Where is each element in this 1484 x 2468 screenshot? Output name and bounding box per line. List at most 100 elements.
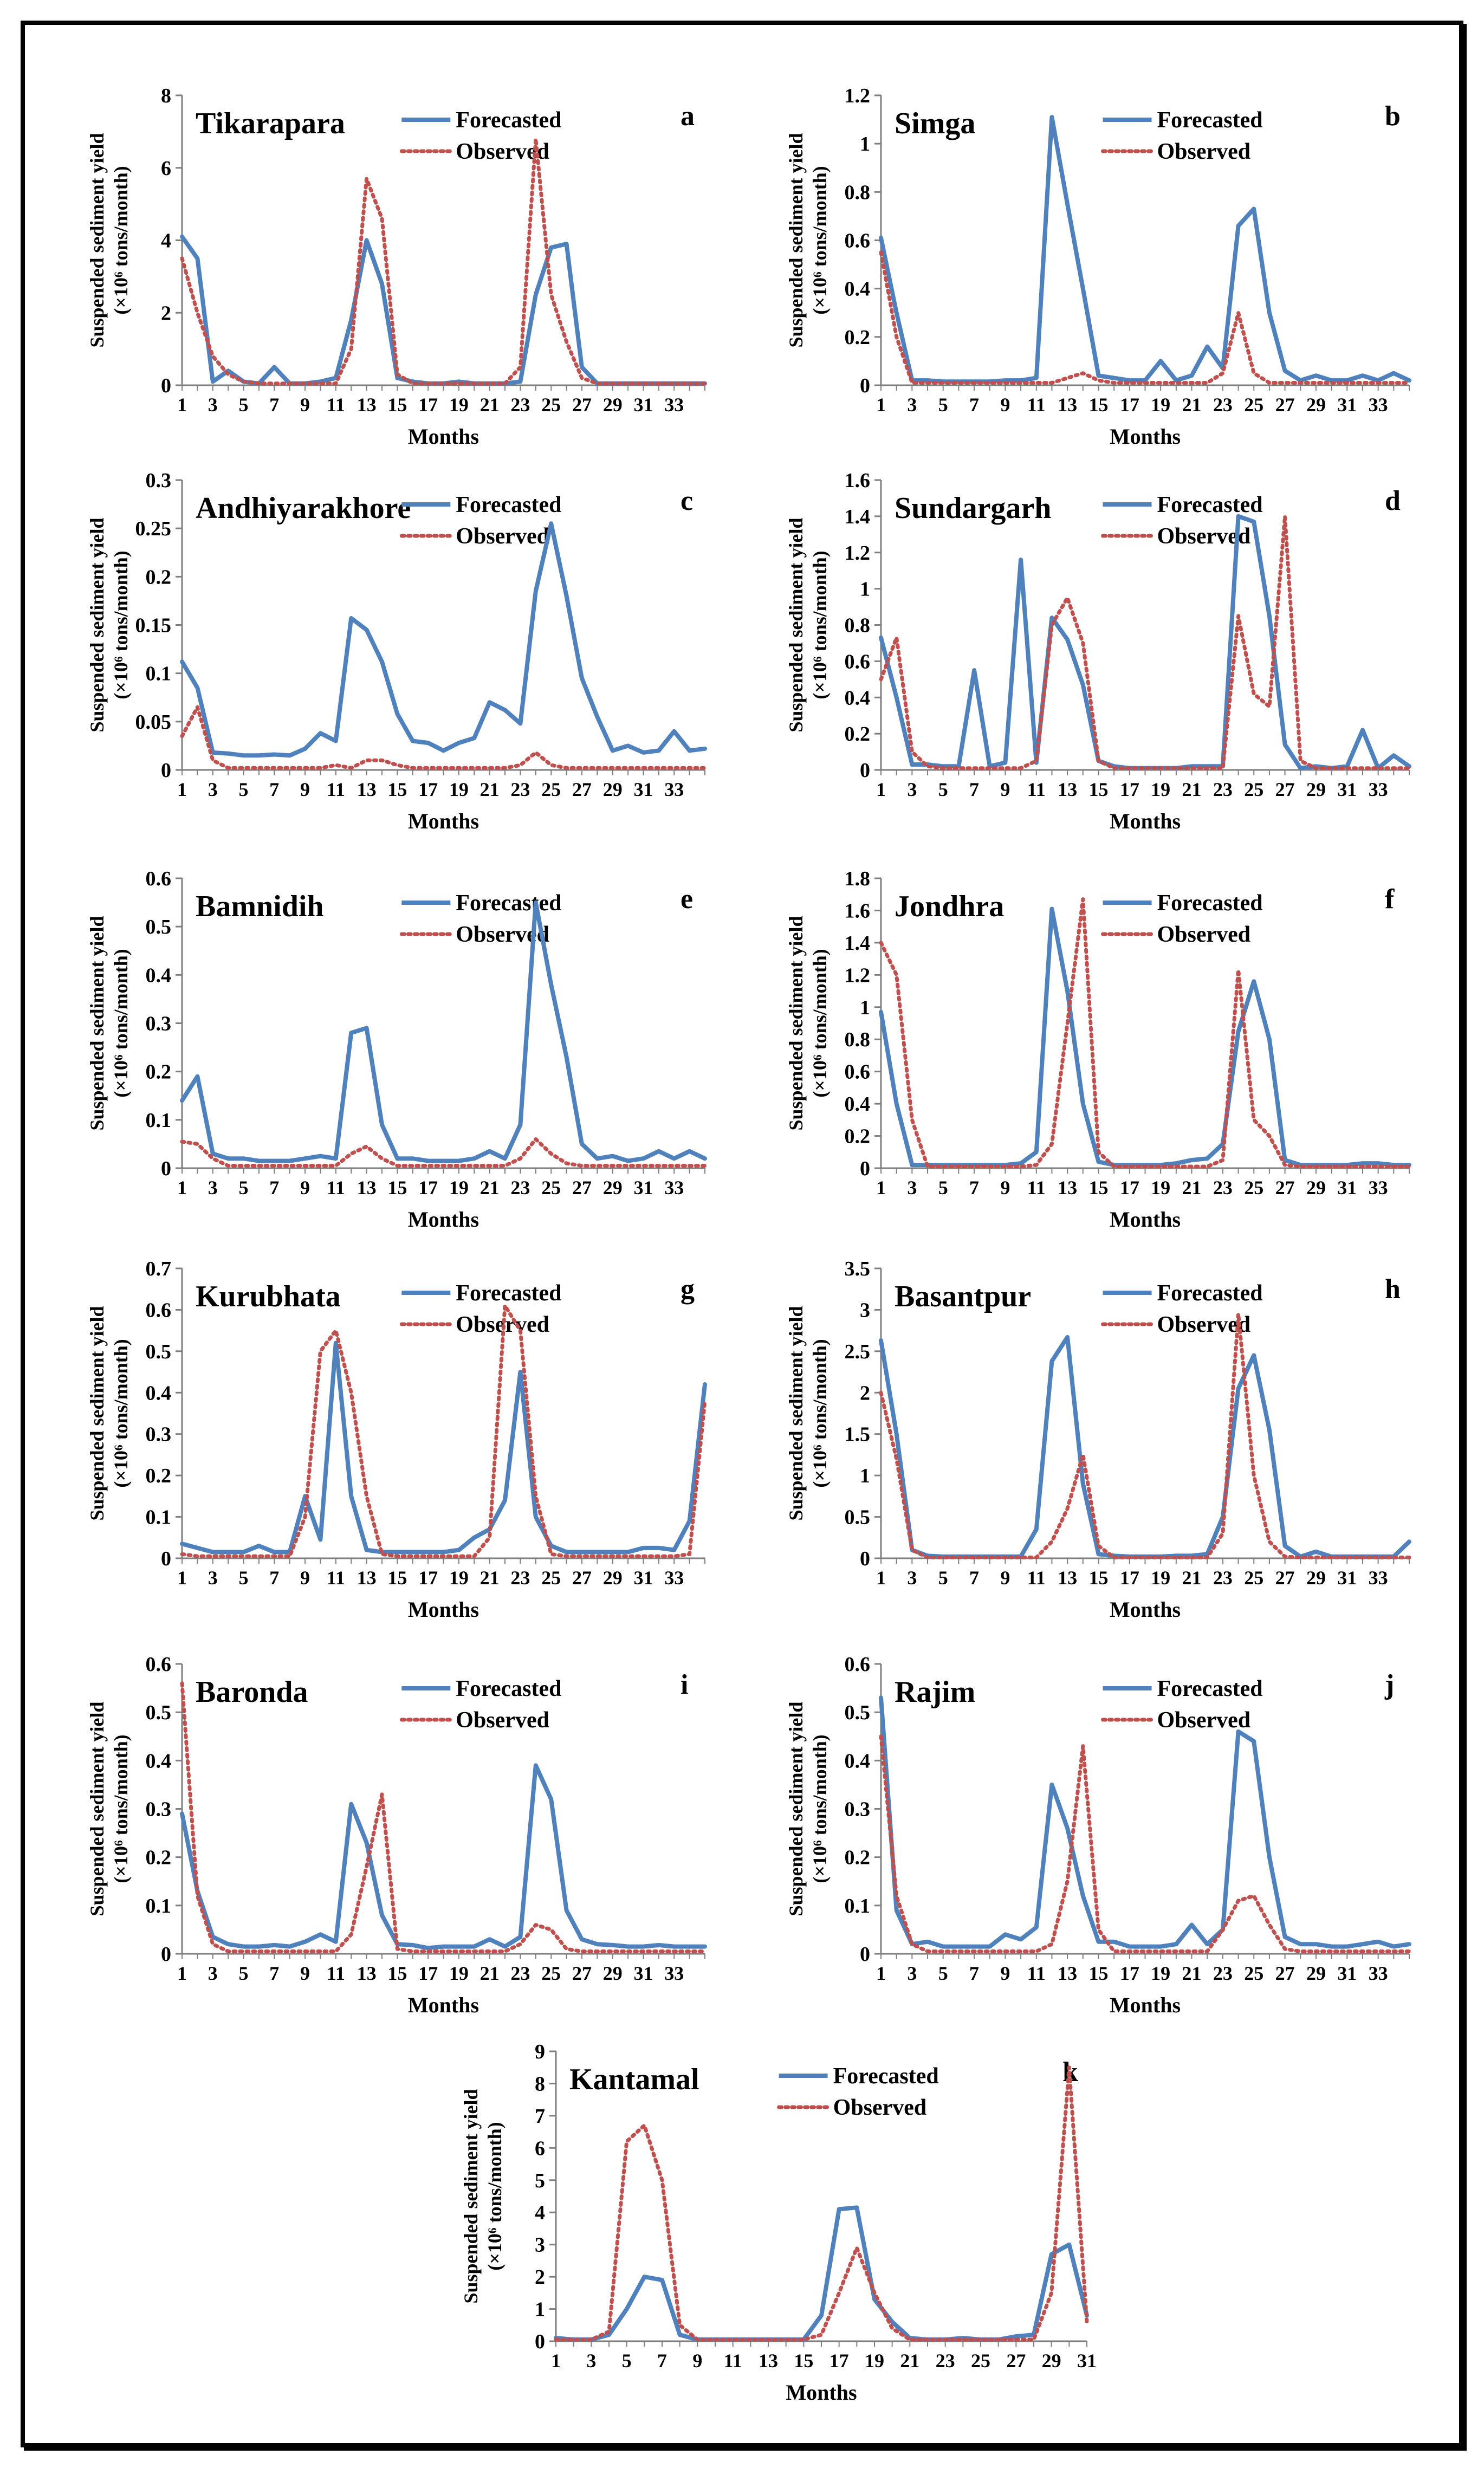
x-tick-label: 19 — [1151, 1962, 1170, 1984]
x-tick-label: 19 — [449, 1962, 469, 1984]
x-tick-label: 31 — [1077, 2350, 1097, 2372]
y-tick-label: 1 — [860, 996, 870, 1019]
y-tick-label: 9 — [535, 2041, 545, 2063]
chart-title: Simga — [895, 107, 975, 140]
x-tick-label: 5 — [938, 394, 948, 416]
chart-title: Sundargarh — [895, 491, 1051, 525]
y-axis-label-line1: Suspended sediment yield — [86, 916, 108, 1130]
y-tick-label: 0.3 — [146, 1013, 172, 1035]
x-tick-label: 19 — [1151, 779, 1170, 800]
chart-panel-e: 00.10.20.30.40.50.61 3 5 7 9 11 13 15 17 19 21 23 25… — [86, 867, 707, 1232]
x-tick-label: 7 — [269, 394, 279, 416]
x-tick-label: 27 — [1275, 1177, 1295, 1199]
x-tick-label: 11 — [724, 2350, 742, 2372]
legend-observed-label: Observed — [1157, 1312, 1251, 1337]
x-tick-label: 25 — [541, 1567, 561, 1589]
x-tick-label: 9 — [1000, 394, 1010, 416]
legend-forecasted-label: Forecasted — [1157, 108, 1263, 133]
x-tick-label: 3 — [208, 1962, 218, 1984]
x-tick-label: 5 — [938, 1962, 948, 1984]
chart-panel-j: 00.10.20.30.40.50.61 3 5 7 9 11 13 15 17 19 21 23 25… — [785, 1653, 1411, 2017]
y-tick-label: 0.7 — [146, 1258, 172, 1280]
x-tick-label: 11 — [1027, 1962, 1046, 1984]
x-tick-label: 15 — [1088, 394, 1108, 416]
y-axis-label-line2: (×10⁶ tons/month) — [809, 1734, 831, 1883]
y-tick-label: 1 — [860, 578, 870, 601]
x-tick-label: 17 — [830, 2350, 849, 2372]
x-tick-label: 11 — [327, 1567, 345, 1589]
x-tick-label: 5 — [938, 1567, 948, 1589]
x-tick-label: 19 — [1151, 394, 1170, 416]
x-tick-label: 9 — [300, 1567, 310, 1589]
x-tick-label: 21 — [480, 394, 500, 416]
x-tick-label: 1 — [551, 2350, 561, 2372]
x-tick-label: 7 — [969, 1177, 979, 1199]
x-tick-label: 25 — [1244, 779, 1263, 800]
y-tick-label: 0 — [161, 1157, 171, 1180]
x-tick-label: 19 — [449, 1177, 469, 1199]
y-tick-label: 1.2 — [845, 85, 871, 107]
x-tick-label: 11 — [1027, 779, 1046, 800]
x-tick-label: 29 — [1306, 394, 1326, 416]
x-tick-label: 33 — [1369, 1962, 1388, 1984]
x-tick-label: 27 — [572, 779, 592, 800]
x-axis-label: Months — [1110, 1597, 1181, 1622]
panel-letter: j — [1384, 1669, 1394, 1700]
y-axis-label-line1: Suspended sediment yield — [86, 1701, 108, 1916]
figure-frame: 0 2 4 6 8 1 3 5 7 9 11 13 15 17 19 21 23 25 27 29 31 33 Months… — [21, 21, 1463, 2447]
series-observed-line — [879, 250, 1411, 385]
y-tick-label: 0.1 — [146, 1109, 172, 1132]
y-axis-label: Suspended sediment yield (×10⁶ tons/month… — [785, 1701, 831, 1916]
x-tick-label: 31 — [1337, 1177, 1357, 1199]
x-tick-label: 27 — [1275, 1567, 1295, 1589]
x-tick-label: 3 — [208, 779, 218, 800]
y-tick-label: 4 — [535, 2201, 545, 2224]
x-tick-label: 27 — [1275, 1962, 1295, 1984]
y-tick-label: 0.2 — [845, 1125, 871, 1148]
legend-forecasted-label: Forecasted — [456, 108, 561, 133]
chart-panel-i: 00.10.20.30.40.50.61 3 5 7 9 11 13 15 17 19 21 23 25… — [86, 1653, 707, 2017]
x-tick-label: 3 — [208, 1567, 218, 1589]
y-axis-label: Suspended sediment yield (×10⁶ tons/month… — [86, 1701, 132, 1916]
x-tick-label: 21 — [900, 2350, 919, 2372]
panel-letter: h — [1385, 1274, 1401, 1305]
legend-forecasted-label: Forecasted — [456, 891, 561, 916]
x-tick-label: 15 — [794, 2350, 813, 2372]
x-tick-label: 11 — [327, 779, 345, 800]
y-axis-label-line2: (×10⁶ tons/month) — [809, 550, 831, 699]
x-tick-label: 25 — [1244, 1567, 1263, 1589]
y-tick-label: 1.6 — [845, 899, 871, 922]
y-tick-label: 0.5 — [845, 1506, 871, 1529]
chart-title: Bamnidih — [196, 890, 324, 923]
x-tick-label: 3 — [208, 394, 218, 416]
y-axis-label: Suspended sediment yield (×10⁶ tons/month… — [785, 517, 831, 732]
panel-letter: b — [1385, 101, 1401, 132]
x-tick-label: 3 — [907, 1962, 917, 1984]
x-tick-label: 25 — [1244, 394, 1263, 416]
x-tick-label: 19 — [1151, 1177, 1170, 1199]
x-tick-label: 21 — [1182, 779, 1202, 800]
chart-panel-h: 00.511.522.533.51 3 5 7 9 11 13 15 17 19 21 23 25 27 2… — [785, 1258, 1411, 1622]
x-tick-label: 17 — [1120, 779, 1139, 800]
x-tick-label: 23 — [510, 394, 530, 416]
x-tick-label: 21 — [1182, 1567, 1202, 1589]
y-tick-label: 0.3 — [845, 1798, 871, 1821]
y-tick-label: 0.2 — [146, 1847, 172, 1869]
x-tick-label: 3 — [208, 1177, 218, 1199]
y-tick-label: 0 — [860, 374, 870, 397]
x-tick-label: 19 — [449, 1567, 469, 1589]
x-tick-label: 31 — [1337, 394, 1357, 416]
y-axis-label-line1: Suspended sediment yield — [785, 133, 807, 347]
x-tick-label: 33 — [664, 1962, 684, 1984]
x-tick-label: 29 — [603, 779, 623, 800]
y-axis-label-line1: Suspended sediment yield — [86, 517, 108, 732]
y-tick-label: 0 — [161, 1943, 171, 1966]
panel-letter: d — [1385, 485, 1401, 516]
y-axis-label-line1: Suspended sediment yield — [785, 916, 807, 1130]
x-tick-label: 5 — [938, 1177, 948, 1199]
y-axis-label-line1: Suspended sediment yield — [785, 1701, 807, 1916]
y-tick-label: 3 — [860, 1299, 870, 1322]
x-tick-label: 25 — [971, 2350, 990, 2372]
x-tick-label: 1 — [876, 779, 886, 800]
x-tick-label: 1 — [177, 779, 187, 800]
